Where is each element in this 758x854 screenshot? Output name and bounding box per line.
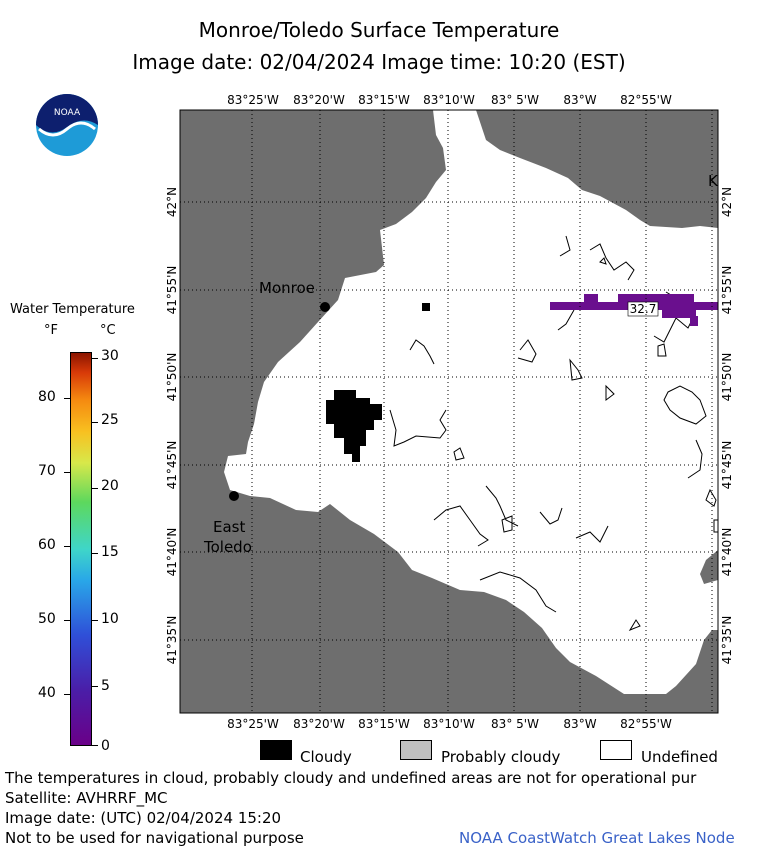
cloud-patch [326,390,382,462]
edge-label-k: K [708,172,719,190]
f-tick: 70 [38,463,56,479]
c-tick: 20 [101,478,119,494]
operational-disclaimer: The temperatures in cloud, probably clou… [5,769,697,787]
east-toledo-dot [229,491,239,501]
svg-text:83°15'W: 83°15'W [358,717,410,731]
logo-text: NOAA [54,108,81,118]
legend-title: Water Temperature [10,302,135,317]
monroe-label: Monroe [259,279,315,297]
cloudy-swatch [260,740,292,760]
image-datetime: Image date: 02/04/2024 Image time: 10:20… [132,50,626,74]
c-tick: 25 [101,412,119,428]
svg-text:83°25'W: 83°25'W [227,93,279,107]
svg-text:83°20'W: 83°20'W [293,93,345,107]
right-latitude-labels: 42°N 41°55'N 41°50'N 41°45'N 41°40'N 41°… [720,187,734,665]
legend-unit-f: °F [44,323,58,338]
c-tick: 5 [101,678,110,694]
c-tick: 30 [101,348,119,364]
f-tick: 80 [38,389,56,405]
probably-cloudy-label: Probably cloudy [441,748,561,766]
utc-image-date: Image date: (UTC) 02/04/2024 15:20 [5,809,282,827]
monroe-dot [320,302,330,312]
svg-text:83°10'W: 83°10'W [423,717,475,731]
f-tick: 40 [38,685,56,701]
c-tick: 15 [101,544,119,560]
svg-text:41°45'N: 41°45'N [720,441,734,490]
isotherm-label: 32.7 [630,302,657,316]
svg-text:83°10'W: 83°10'W [423,93,475,107]
svg-text:41°50'N: 41°50'N [720,353,734,402]
satellite-info: Satellite: AVHRRF_MC [5,789,168,807]
svg-text:41°55'N: 41°55'N [720,266,734,315]
svg-text:41°35'N: 41°35'N [165,616,179,665]
svg-text:83°W: 83°W [563,717,596,731]
f-tick: 60 [38,537,56,553]
svg-text:83° 5'W: 83° 5'W [491,93,539,107]
east-toledo-label-2: Toledo [203,538,252,556]
page-title: Monroe/Toledo Surface Temperature [198,18,560,42]
svg-text:83°20'W: 83°20'W [293,717,345,731]
noaa-logo-icon: NOAA [36,94,98,156]
land-northeast [476,110,718,228]
top-longitude-labels: 83°25'W 83°20'W 83°15'W 83°10'W 83° 5'W … [227,93,672,107]
land-east-point [700,550,718,584]
svg-text:82°55'W: 82°55'W [620,93,672,107]
svg-text:41°55'N: 41°55'N [165,266,179,315]
svg-text:41°35'N: 41°35'N [720,616,734,665]
isotherm-contours [389,235,718,632]
temperature-colorbar [70,352,92,746]
map-svg: 32.7 Monroe East Toledo K 83°25'W 83°20'… [165,93,734,731]
c-tick: 0 [101,738,110,754]
bottom-longitude-labels: 83°25'W 83°20'W 83°15'W 83°10'W 83° 5'W … [227,717,672,731]
svg-text:83°15'W: 83°15'W [358,93,410,107]
svg-text:83° 5'W: 83° 5'W [491,717,539,731]
undefined-swatch [600,740,632,760]
c-tick: 10 [101,611,119,627]
left-latitude-labels: 42°N 41°55'N 41°50'N 41°45'N 41°40'N 41°… [165,187,179,665]
map-border [179,109,719,714]
svg-text:83°25'W: 83°25'W [227,717,279,731]
svg-text:41°45'N: 41°45'N [165,441,179,490]
map-gridlines [180,110,718,713]
isotherm-label-box [627,301,659,317]
legend-unit-c: °C [100,323,116,338]
svg-text:41°40'N: 41°40'N [165,528,179,577]
svg-text:41°50'N: 41°50'N [165,353,179,402]
svg-text:83°W: 83°W [563,93,596,107]
probably-cloudy-swatch [400,740,432,760]
navigation-disclaimer: Not to be used for navigational purpose [5,829,304,847]
svg-text:82°55'W: 82°55'W [620,717,672,731]
undefined-label: Undefined [641,748,718,766]
svg-text:42°N: 42°N [165,187,179,217]
east-toledo-label-1: East [213,518,245,536]
coastwatch-credit: NOAA CoastWatch Great Lakes Node [459,829,735,847]
cloud-pixel [422,303,430,311]
cloudy-label: Cloudy [300,748,352,766]
svg-text:42°N: 42°N [720,187,734,217]
f-tick: 50 [38,611,56,627]
svg-text:41°40'N: 41°40'N [720,528,734,577]
land-west [180,110,718,713]
